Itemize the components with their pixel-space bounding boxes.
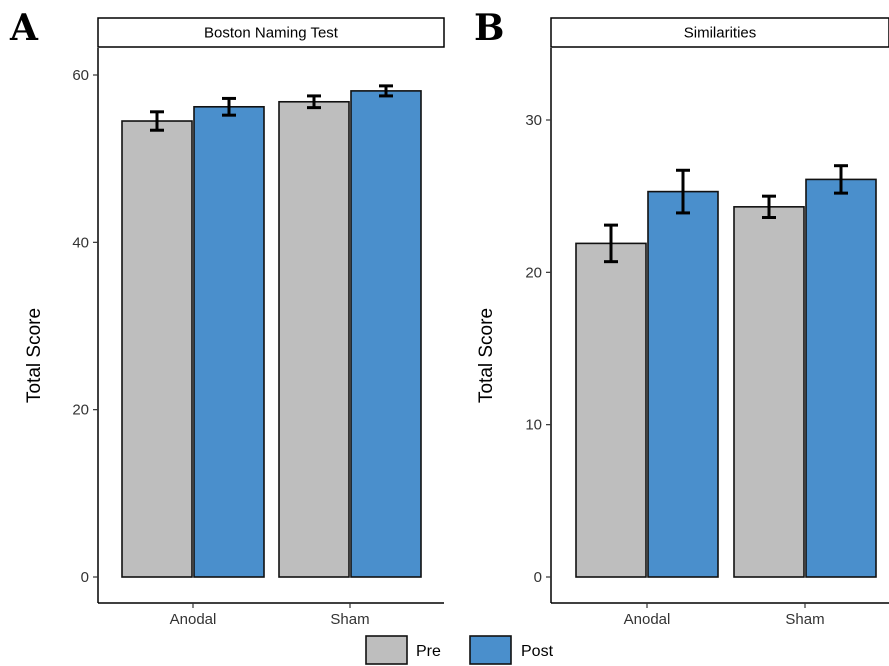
y-tick-label: 40 xyxy=(72,234,89,251)
legend-label-pre: Pre xyxy=(416,643,441,660)
chart-title: Similarities xyxy=(684,25,757,42)
y-axis-label: Total Score xyxy=(24,308,45,403)
bar-pre-anodal xyxy=(121,120,193,578)
bar-post-sham xyxy=(350,90,422,578)
chart-title: Boston Naming Test xyxy=(204,25,339,42)
error-bar xyxy=(834,164,848,195)
y-tick-label: 20 xyxy=(72,402,89,419)
error-bar xyxy=(379,84,393,98)
error-bar xyxy=(604,223,618,264)
error-bar xyxy=(762,194,776,219)
bar-post-sham xyxy=(805,178,877,578)
x-tick-label: Anodal xyxy=(170,611,217,628)
panel-b: B Similarities 0 10 20 30 Total Score Anodal Sha… xyxy=(474,7,889,628)
legend-label-post: Post xyxy=(521,643,554,660)
error-bar xyxy=(150,110,164,132)
x-tick-label: Sham xyxy=(785,611,824,628)
y-tick-label: 0 xyxy=(81,569,89,586)
bar-pre-sham xyxy=(733,206,805,578)
bar-post-anodal xyxy=(193,105,265,578)
legend: Pre Post xyxy=(365,635,554,665)
y-axis-label: Total Score xyxy=(476,308,497,403)
panel-a: A Boston Naming Test 0 20 40 60 Total Score Ano… xyxy=(9,7,445,628)
y-tick-label: 0 xyxy=(534,569,542,586)
facet-strip xyxy=(550,17,889,48)
error-bar xyxy=(676,168,690,215)
error-bar xyxy=(222,96,236,117)
y-tick-label: 20 xyxy=(525,264,542,281)
panel-letter: B xyxy=(474,7,504,49)
y-tick-label: 30 xyxy=(525,112,542,129)
x-tick-label: Anodal xyxy=(624,611,671,628)
error-bar xyxy=(307,94,321,110)
y-tick-label: 60 xyxy=(72,67,89,84)
bar-pre-sham xyxy=(278,100,350,578)
facet-strip xyxy=(97,17,445,48)
bar-pre-anodal xyxy=(575,242,647,578)
y-tick-label: 10 xyxy=(525,417,542,434)
x-tick-label: Sham xyxy=(330,611,369,628)
bar-post-anodal xyxy=(647,190,719,578)
legend-swatch-pre xyxy=(365,635,408,665)
panel-letter: A xyxy=(9,7,39,49)
legend-swatch-post xyxy=(469,635,512,665)
